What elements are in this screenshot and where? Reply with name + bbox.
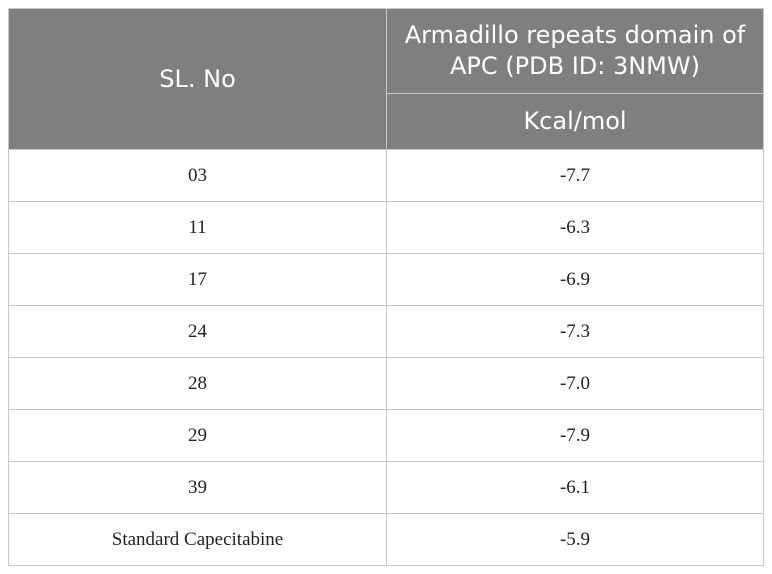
table-row: 29 -7.9 [8, 409, 764, 462]
cell-binding-energy: -7.0 [386, 357, 764, 410]
cell-sl-no: 29 [8, 409, 387, 462]
table-row: 24 -7.3 [8, 305, 764, 358]
cell-sl-no: 11 [8, 201, 387, 254]
table-row: Standard Capecitabine -5.9 [8, 513, 764, 566]
cell-sl-no: 17 [8, 253, 387, 306]
cell-sl-no: Standard Capecitabine [8, 513, 387, 566]
table-row: 28 -7.0 [8, 357, 764, 410]
header-domain: Armadillo repeats domain of APC (PDB ID:… [386, 8, 764, 94]
cell-sl-no: 39 [8, 461, 387, 514]
header-sl-no: SL. No [8, 8, 387, 150]
cell-binding-energy: -7.3 [386, 305, 764, 358]
cell-binding-energy: -7.7 [386, 149, 764, 202]
cell-binding-energy: -5.9 [386, 513, 764, 566]
cell-sl-no: 03 [8, 149, 387, 202]
cell-sl-no: 24 [8, 305, 387, 358]
cell-binding-energy: -6.1 [386, 461, 764, 514]
cell-binding-energy: -6.9 [386, 253, 764, 306]
table-body: 03 -7.7 11 -6.3 17 -6.9 24 -7.3 28 -7.0 … [8, 149, 764, 566]
cell-binding-energy: -7.9 [386, 409, 764, 462]
table-header: SL. No Armadillo repeats domain of APC (… [8, 8, 764, 150]
table-row: 11 -6.3 [8, 201, 764, 254]
header-unit: Kcal/mol [386, 93, 764, 150]
cell-sl-no: 28 [8, 357, 387, 410]
table-row: 17 -6.9 [8, 253, 764, 306]
table-row: 39 -6.1 [8, 461, 764, 514]
cell-binding-energy: -6.3 [386, 201, 764, 254]
table-row: 03 -7.7 [8, 149, 764, 202]
docking-score-table: SL. No Armadillo repeats domain of APC (… [8, 8, 764, 566]
